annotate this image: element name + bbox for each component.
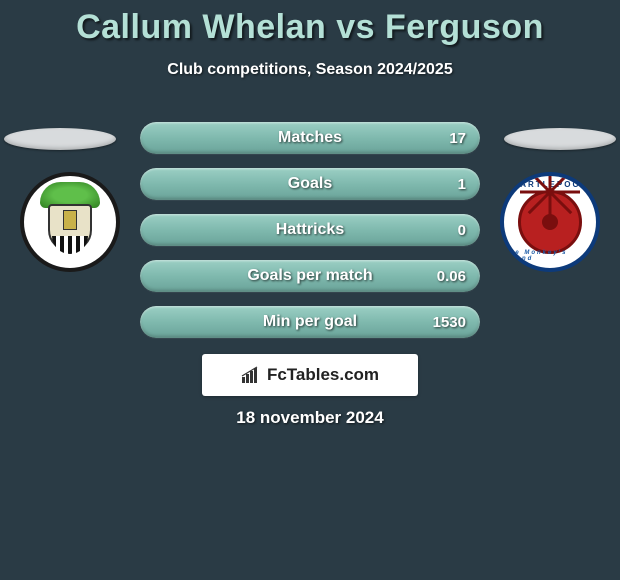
stat-row-matches: Matches 17 xyxy=(140,122,480,154)
hartlepool-united-crest: HARTLEPOOL The Monkey's Island xyxy=(500,172,600,272)
stat-value: 17 xyxy=(449,130,466,147)
stats-container: Matches 17 Goals 1 Hattricks 0 Goals per… xyxy=(140,122,480,352)
stat-row-goals: Goals 1 xyxy=(140,168,480,200)
stat-value: 1 xyxy=(458,176,466,193)
stat-label: Hattricks xyxy=(140,221,480,239)
stat-label: Goals per match xyxy=(140,267,480,285)
stat-value: 0 xyxy=(458,222,466,239)
subtitle: Club competitions, Season 2024/2025 xyxy=(0,61,620,79)
stat-row-min-per-goal: Min per goal 1530 xyxy=(140,306,480,338)
stat-value: 0.06 xyxy=(437,268,466,285)
stat-label: Goals xyxy=(140,175,480,193)
date-text: 18 november 2024 xyxy=(0,408,620,428)
stat-row-goals-per-match: Goals per match 0.06 xyxy=(140,260,480,292)
solihull-moors-crest xyxy=(20,172,120,272)
stat-value: 1530 xyxy=(433,314,466,331)
stat-label: Matches xyxy=(140,129,480,147)
stat-label: Min per goal xyxy=(140,313,480,331)
bar-chart-icon xyxy=(241,366,263,384)
stat-row-hattricks: Hattricks 0 xyxy=(140,214,480,246)
brand-text: FcTables.com xyxy=(267,365,379,385)
player-right-ellipse xyxy=(504,128,616,150)
page-title: Callum Whelan vs Ferguson xyxy=(0,0,620,47)
player-left-ellipse xyxy=(4,128,116,150)
brand-box[interactable]: FcTables.com xyxy=(202,354,418,396)
